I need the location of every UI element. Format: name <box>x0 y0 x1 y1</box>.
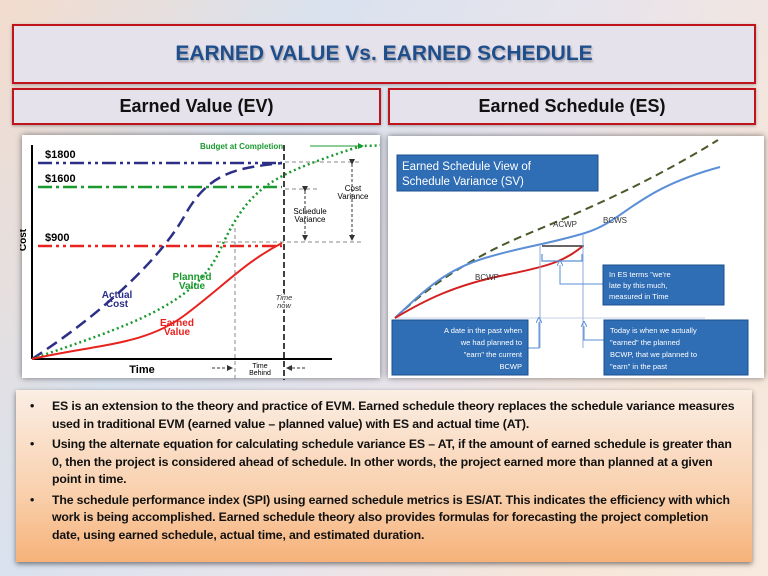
late-callout-text: In ES terms "we're late by this much, meas… <box>609 270 671 301</box>
bcwp-curve <box>394 245 584 319</box>
bullet-box: ES is an extension to the theory and pra… <box>16 390 752 562</box>
bcwp-label: BCWP <box>475 273 499 282</box>
x-axis-label: Time <box>129 364 154 376</box>
level-900: $900 <box>45 232 69 244</box>
today-connector <box>584 326 604 341</box>
es-title: Earned Schedule View of Schedule Variance… <box>402 161 532 188</box>
time-now-label: Time now <box>276 293 293 310</box>
es-header: Earned Schedule (ES) <box>388 88 756 125</box>
es-header-label: Earned Schedule (ES) <box>478 96 666 116</box>
es-title-box <box>396 154 599 192</box>
late-callout-box <box>602 264 725 306</box>
slide-title: EARNED VALUE Vs. EARNED SCHEDULE <box>175 42 593 65</box>
acwp-curve <box>394 139 719 319</box>
late-connector <box>560 265 603 285</box>
today-callout-box <box>603 319 749 376</box>
ev-diagram-panel <box>22 135 380 378</box>
acwp-label: ACWP <box>553 220 577 229</box>
bcws-label: BCWS <box>603 216 627 225</box>
title-banner: EARNED VALUE Vs. EARNED SCHEDULE <box>12 24 756 84</box>
earned-value-label: Earned Value <box>160 318 194 338</box>
bullet-item: Using the alternate equation for calcula… <box>28 436 738 489</box>
bcws-curve <box>394 166 721 319</box>
actual-cost-curve <box>31 161 283 361</box>
bullet-item: ES is an extension to the theory and pra… <box>28 398 738 433</box>
bullet-item: The schedule performance index (SPI) usi… <box>28 492 738 545</box>
level-1800: $1800 <box>45 149 76 161</box>
past-callout-box <box>391 319 529 376</box>
level-1600: $1600 <box>45 173 76 185</box>
ev-header-label: Earned Value (EV) <box>119 96 274 116</box>
cost-variance-label: Cost Variance <box>338 184 370 201</box>
es-diagram: ACWP BCWS BCWP Earned Schedule View of Sc… <box>391 139 749 376</box>
actual-cost-label: Actual Cost <box>102 290 133 310</box>
today-callout-text: Today is when we actually "earned" the pl… <box>610 326 697 371</box>
schedule-variance-label: Schedule Variance <box>293 207 327 224</box>
planned-value-curve <box>31 143 380 361</box>
ev-diagram: Cost Time $1800 $1600 $900 Budget at Com… <box>20 142 380 380</box>
earned-value-curve <box>31 242 283 360</box>
time-behind-label: Time Behind <box>249 363 271 377</box>
budget-at-completion-label: Budget at Completion <box>200 142 283 151</box>
past-callout-text: A date in the past when we had planned to… <box>444 326 523 371</box>
planned-value-label: Planned Value <box>173 272 212 292</box>
ev-header: Earned Value (EV) <box>12 88 381 125</box>
bullet-list: ES is an extension to the theory and pra… <box>28 398 738 544</box>
past-connector <box>528 322 539 349</box>
y-axis-label: Cost <box>20 228 29 251</box>
